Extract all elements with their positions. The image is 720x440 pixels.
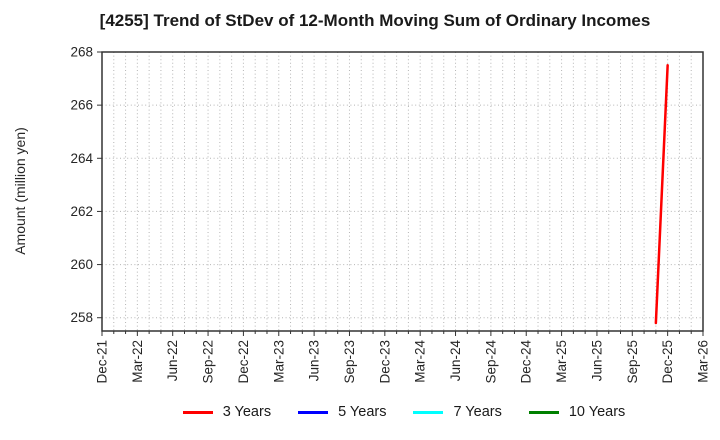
- svg-text:Jun-25: Jun-25: [589, 340, 604, 381]
- svg-text:262: 262: [70, 204, 93, 219]
- svg-text:Jun-22: Jun-22: [165, 340, 180, 381]
- legend-item-10-years: 10 Years: [528, 404, 626, 420]
- svg-text:Mar-26: Mar-26: [696, 340, 711, 383]
- svg-text:Dec-23: Dec-23: [377, 340, 392, 384]
- svg-text:Sep-25: Sep-25: [625, 340, 640, 384]
- legend-swatch-5-years: [298, 410, 329, 414]
- chart-legend: 3 Years 5 Years 7 Years 10 Years: [0, 404, 720, 420]
- chart-title: [4255] Trend of StDev of 12-Month Moving…: [99, 11, 651, 30]
- plot-area: Dec-21 Mar-22 Jun-22 Sep-22 Dec-22 Mar-23 Jun-…: [70, 45, 711, 384]
- svg-text:Sep-22: Sep-22: [201, 340, 216, 384]
- legend-label-5-years: 5 Years: [338, 404, 387, 420]
- svg-text:Mar-24: Mar-24: [413, 340, 428, 383]
- legend-label-3-years: 3 Years: [222, 404, 272, 420]
- svg-text:Dec-22: Dec-22: [236, 340, 251, 384]
- legend-label-7-years: 7 Years: [453, 404, 502, 420]
- svg-text:Dec-24: Dec-24: [519, 340, 534, 384]
- svg-text:Jun-24: Jun-24: [448, 340, 463, 382]
- legend-swatch-7-years: [413, 410, 444, 414]
- svg-text:264: 264: [70, 151, 93, 166]
- svg-text:266: 266: [70, 98, 93, 113]
- legend-swatch-3-years: [182, 410, 213, 414]
- svg-text:Dec-25: Dec-25: [660, 340, 675, 384]
- svg-text:268: 268: [70, 45, 93, 60]
- svg-text:Mar-22: Mar-22: [130, 340, 145, 383]
- legend-label-10-years: 10 Years: [568, 404, 626, 420]
- svg-text:Mar-23: Mar-23: [271, 340, 286, 383]
- legend-item-7-years: 7 Years: [413, 404, 502, 420]
- legend-item-3-years: 3 Years: [182, 404, 272, 420]
- svg-text:Sep-23: Sep-23: [342, 340, 357, 384]
- svg-text:260: 260: [70, 257, 93, 272]
- svg-text:Jun-23: Jun-23: [307, 340, 322, 381]
- svg-text:Sep-24: Sep-24: [483, 340, 498, 384]
- svg-text:Dec-21: Dec-21: [95, 340, 110, 384]
- legend-swatch-10-years: [528, 410, 559, 414]
- svg-text:Mar-25: Mar-25: [554, 340, 569, 383]
- legend-item-5-years: 5 Years: [298, 404, 386, 420]
- svg-text:258: 258: [70, 310, 93, 325]
